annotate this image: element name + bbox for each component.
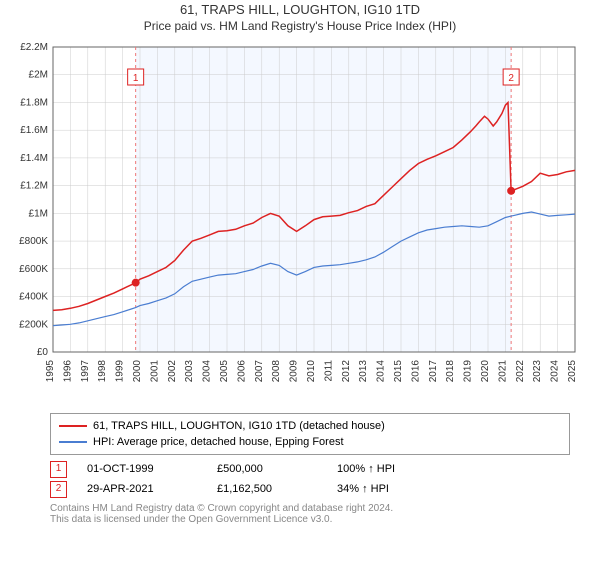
svg-text:2020: 2020 — [480, 360, 491, 383]
svg-text:2000: 2000 — [132, 360, 143, 383]
footer-line2: This data is licensed under the Open Gov… — [50, 514, 570, 525]
svg-text:2003: 2003 — [184, 360, 195, 383]
marker-badge-1: 1 — [50, 461, 67, 478]
legend-label-hpi: HPI: Average price, detached house, Eppi… — [93, 434, 344, 450]
svg-text:£2M: £2M — [29, 70, 48, 81]
svg-text:2005: 2005 — [219, 360, 230, 383]
legend-swatch-subject — [59, 425, 87, 427]
txn-pct: 34% ↑ HPI — [337, 479, 389, 499]
svg-text:2022: 2022 — [515, 360, 526, 383]
txn-pct: 100% ↑ HPI — [337, 459, 395, 479]
txn-date: 01-OCT-1999 — [87, 459, 197, 479]
svg-text:2014: 2014 — [376, 360, 387, 383]
svg-text:£1.2M: £1.2M — [20, 181, 48, 192]
svg-text:2018: 2018 — [445, 360, 456, 383]
legend-label-subject: 61, TRAPS HILL, LOUGHTON, IG10 1TD (deta… — [93, 418, 385, 434]
svg-text:£1M: £1M — [29, 208, 48, 219]
svg-text:£200K: £200K — [19, 319, 48, 330]
txn-price: £1,162,500 — [217, 479, 317, 499]
svg-text:2012: 2012 — [341, 360, 352, 383]
chart-title: 61, TRAPS HILL, LOUGHTON, IG10 1TD — [0, 2, 600, 17]
svg-text:2025: 2025 — [567, 360, 578, 383]
txn-date: 29-APR-2021 — [87, 479, 197, 499]
svg-text:1: 1 — [133, 73, 139, 84]
svg-text:£600K: £600K — [19, 264, 48, 275]
svg-text:2019: 2019 — [463, 360, 474, 383]
svg-text:2009: 2009 — [289, 360, 300, 383]
transaction-rows: 1 01-OCT-1999 £500,000 100% ↑ HPI 2 29-A… — [50, 459, 570, 499]
svg-text:2010: 2010 — [306, 360, 317, 383]
svg-text:2002: 2002 — [167, 360, 178, 383]
legend-row-subject: 61, TRAPS HILL, LOUGHTON, IG10 1TD (deta… — [59, 418, 561, 434]
svg-text:1995: 1995 — [45, 360, 56, 383]
svg-text:1999: 1999 — [115, 360, 126, 383]
svg-text:£1.4M: £1.4M — [20, 153, 48, 164]
svg-text:2024: 2024 — [550, 360, 561, 383]
svg-text:1998: 1998 — [97, 360, 108, 383]
svg-text:£0: £0 — [37, 347, 49, 358]
svg-text:2001: 2001 — [149, 360, 160, 383]
svg-text:£1.8M: £1.8M — [20, 97, 48, 108]
svg-text:2004: 2004 — [202, 360, 213, 383]
svg-text:£2.2M: £2.2M — [20, 42, 48, 53]
chart-area: £0 £200K £400K £600K £800K £1M £1.2M £1.4M £1.6M… — [5, 37, 595, 407]
legend: 61, TRAPS HILL, LOUGHTON, IG10 1TD (deta… — [50, 413, 570, 455]
svg-text:1997: 1997 — [80, 360, 91, 383]
chart-svg: £0 £200K £400K £600K £800K £1M £1.2M £1.4M £1.6M… — [5, 37, 595, 407]
svg-text:2013: 2013 — [358, 360, 369, 383]
svg-text:2007: 2007 — [254, 360, 265, 383]
svg-text:£800K: £800K — [19, 236, 48, 247]
svg-text:2006: 2006 — [236, 360, 247, 383]
svg-text:2016: 2016 — [410, 360, 421, 383]
marker-badge-2: 2 — [50, 481, 67, 498]
svg-text:2: 2 — [508, 73, 514, 84]
svg-text:£1.6M: £1.6M — [20, 125, 48, 136]
svg-text:2015: 2015 — [393, 360, 404, 383]
txn-price: £500,000 — [217, 459, 317, 479]
svg-text:2008: 2008 — [271, 360, 282, 383]
transaction-row: 2 29-APR-2021 £1,162,500 34% ↑ HPI — [50, 479, 570, 499]
legend-swatch-hpi — [59, 441, 87, 443]
svg-text:2023: 2023 — [532, 360, 543, 383]
footer: Contains HM Land Registry data © Crown c… — [50, 503, 570, 525]
legend-row-hpi: HPI: Average price, detached house, Eppi… — [59, 434, 561, 450]
svg-text:1996: 1996 — [62, 360, 73, 383]
svg-text:2017: 2017 — [428, 360, 439, 383]
svg-text:£400K: £400K — [19, 292, 48, 303]
svg-text:2021: 2021 — [497, 360, 508, 383]
svg-text:2011: 2011 — [323, 360, 334, 382]
transaction-row: 1 01-OCT-1999 £500,000 100% ↑ HPI — [50, 459, 570, 479]
chart-subtitle: Price paid vs. HM Land Registry's House … — [0, 19, 600, 33]
footer-line1: Contains HM Land Registry data © Crown c… — [50, 503, 570, 514]
